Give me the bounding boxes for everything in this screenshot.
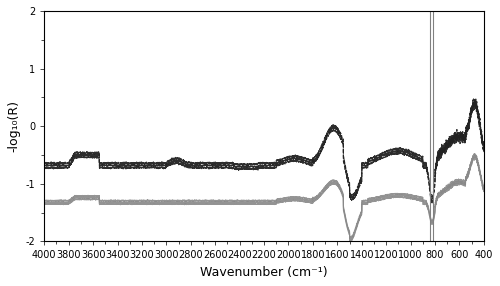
X-axis label: Wavenumber (cm⁻¹): Wavenumber (cm⁻¹)	[200, 266, 328, 279]
Y-axis label: -log₁₀(R): -log₁₀(R)	[7, 100, 20, 152]
